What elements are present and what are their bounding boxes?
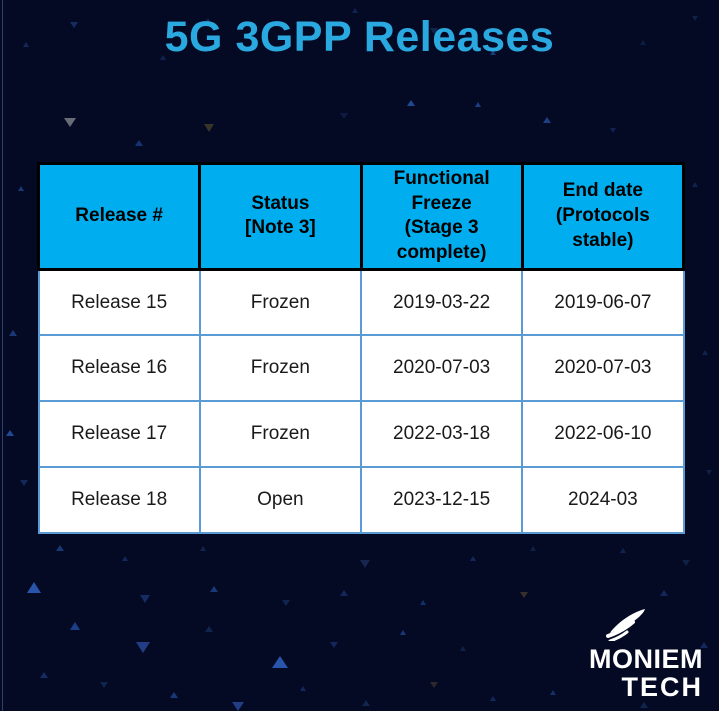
- logo-text-line2: TECH: [621, 672, 703, 702]
- table-cell: 2019-03-22: [359, 268, 524, 337]
- releases-table-wrap: Release # Status [Note 3] Functional Fre…: [36, 162, 686, 535]
- moniem-tech-logo: MONIEM TECH: [571, 609, 703, 701]
- table-cell: 2020-07-03: [359, 334, 524, 403]
- header-row: Release # Status [Note 3] Functional Fre…: [36, 162, 686, 271]
- signal-fin-icon: [603, 609, 647, 643]
- left-edge-line: [2, 0, 3, 711]
- logo-text-line1: MONIEM: [589, 644, 703, 674]
- table-row: Release 16 Frozen 2020-07-03 2020-07-03: [37, 334, 685, 403]
- table-cell: Release 16: [37, 334, 201, 403]
- table-row: Release 17 Frozen 2022-03-18 2022-06-10: [37, 400, 685, 469]
- table-cell: Release 15: [37, 268, 201, 337]
- table-cell: 2023-12-15: [359, 466, 524, 535]
- table-cell: Frozen: [198, 400, 363, 469]
- table-cell: 2020-07-03: [521, 334, 685, 403]
- table-cell: Frozen: [198, 334, 363, 403]
- column-header-functional-freeze: Functional Freeze (Stage 3 complete): [359, 162, 524, 271]
- table-cell: 2019-06-07: [521, 268, 685, 337]
- table-cell: Release 17: [37, 400, 201, 469]
- table-cell: Open: [198, 466, 363, 535]
- table-cell: 2024-03: [521, 466, 685, 535]
- table-row: Release 15 Frozen 2019-03-22 2019-06-07: [37, 268, 685, 337]
- table-row: Release 18 Open 2023-12-15 2024-03: [37, 466, 685, 535]
- column-header-end-date: End date (Protocols stable): [520, 162, 686, 271]
- table-cell: Frozen: [198, 268, 363, 337]
- page-title: 5G 3GPP Releases: [164, 13, 555, 61]
- table-cell: Release 18: [37, 466, 201, 535]
- table-cell: 2022-06-10: [521, 400, 685, 469]
- column-header-status: Status [Note 3]: [198, 162, 363, 271]
- releases-table: Release # Status [Note 3] Functional Fre…: [36, 162, 686, 535]
- column-header-release: Release #: [36, 162, 202, 271]
- table-cell: 2022-03-18: [359, 400, 524, 469]
